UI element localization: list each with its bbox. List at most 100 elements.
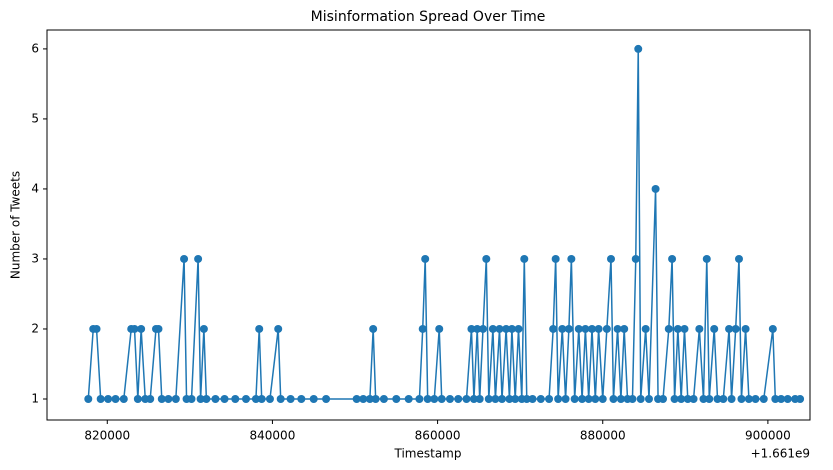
data-point [415,394,424,403]
data-point [180,254,189,263]
data-point [404,394,413,403]
y-tick-label: 4 [31,181,39,195]
data-point [520,254,529,263]
data-point [479,324,487,333]
data-point [588,324,596,333]
data-point [146,394,155,403]
data-point [276,394,285,403]
data-point [751,394,760,403]
data-point [137,324,146,333]
data-point [130,324,139,333]
data-point [680,324,689,333]
data-point [255,324,264,333]
data-point [551,254,560,263]
data-point [274,324,283,333]
data-point [759,394,768,403]
x-axis-label: Timestamp [394,447,462,461]
data-point [171,394,180,403]
data-point [418,324,427,333]
data-point [570,394,579,403]
data-point [309,394,318,403]
data-point [689,394,698,403]
data-point [371,394,380,403]
data-point [659,394,668,403]
data-point [713,394,722,403]
data-point [744,394,753,403]
data-point [702,254,711,263]
data-point [606,254,615,263]
data-point [628,394,637,403]
data-point [488,324,497,333]
data-point [670,394,679,403]
data-point [265,394,274,403]
data-point [734,254,743,263]
data-point [133,394,142,403]
data-point [437,394,446,403]
data-point [636,394,645,403]
data-point [251,394,260,403]
data-point [554,394,563,403]
data-point [695,324,704,333]
data-point [564,324,573,333]
data-point [705,394,714,403]
data-point [484,394,493,403]
data-point [469,394,478,403]
data-point [322,394,331,403]
data-point [199,324,208,333]
data-point [369,324,378,333]
data-point [430,394,439,403]
data-point [602,324,611,333]
data-point [634,44,643,53]
data-point [164,394,173,403]
data-point [664,324,673,333]
data-point [507,324,516,333]
x-tick-label: 820000 [84,429,130,443]
data-point [677,394,686,403]
data-point [359,394,368,403]
data-point [111,394,120,403]
data-point [257,394,266,403]
data-point [187,394,196,403]
data-point [591,394,600,403]
data-point [482,254,491,263]
data-point [445,394,454,403]
data-point [196,394,205,403]
y-axis-label: Number of Tweets [9,171,23,279]
data-point [423,394,432,403]
data-point [644,394,653,403]
y-tick-label: 1 [31,391,39,405]
data-point [719,394,728,403]
data-point [119,394,128,403]
data-point [96,394,105,403]
data-point [567,254,576,263]
data-point [725,324,734,333]
data-point [771,394,780,403]
data-point [581,324,590,333]
data-point [84,394,93,403]
data-point [421,254,430,263]
data-point [365,394,374,403]
data-point [731,324,740,333]
data-point [528,394,537,403]
data-point [641,324,650,333]
data-point [545,394,554,403]
data-point [505,394,514,403]
data-point [549,324,558,333]
data-point [673,324,682,333]
data-point [768,324,777,333]
data-point [104,394,113,403]
data-point [584,394,593,403]
y-tick-label: 2 [31,321,39,335]
data-point [741,324,750,333]
data-point [475,394,484,403]
data-point [536,394,545,403]
data-point [92,324,101,333]
data-point [435,324,444,333]
data-point [242,394,251,403]
data-point [558,324,567,333]
data-point [379,394,388,403]
data-point [297,394,306,403]
x-tick-label: 880000 [580,429,626,443]
data-point [157,394,166,403]
